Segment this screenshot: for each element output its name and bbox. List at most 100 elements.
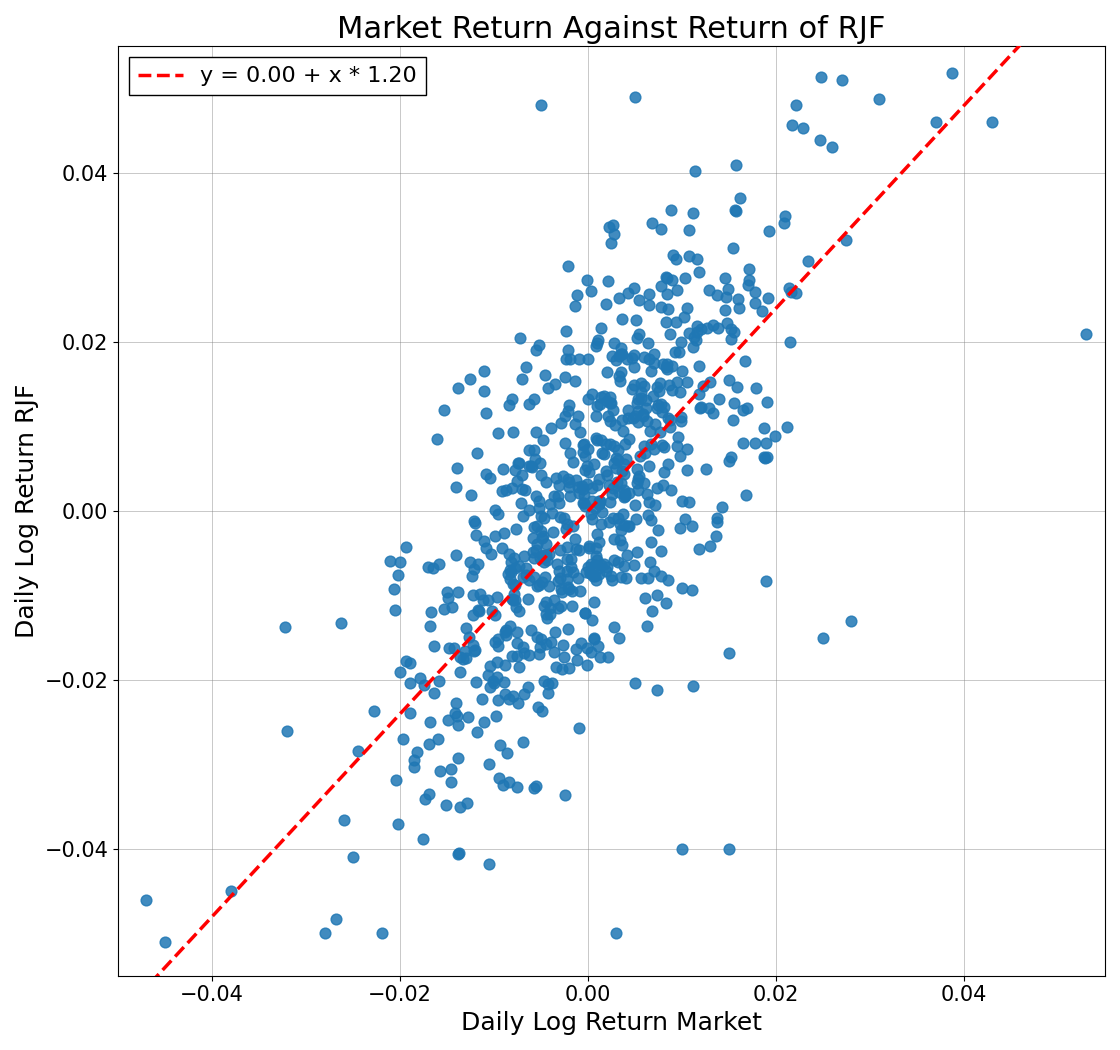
Point bbox=[500, 546, 517, 563]
Point bbox=[690, 541, 708, 558]
Point bbox=[612, 531, 629, 548]
Point bbox=[550, 477, 568, 493]
Point bbox=[524, 544, 542, 561]
Point bbox=[629, 470, 647, 487]
Point bbox=[580, 463, 598, 480]
Point bbox=[615, 482, 633, 499]
Point bbox=[635, 349, 653, 365]
Point bbox=[489, 631, 507, 648]
Point bbox=[521, 458, 539, 475]
Point bbox=[563, 454, 581, 470]
Point bbox=[460, 371, 478, 387]
Point bbox=[703, 317, 721, 334]
Point bbox=[411, 669, 429, 686]
Point bbox=[675, 309, 693, 326]
Point bbox=[587, 429, 605, 446]
Point bbox=[570, 542, 588, 559]
Point bbox=[643, 603, 661, 620]
Point bbox=[636, 444, 654, 461]
Point bbox=[466, 642, 484, 658]
Point bbox=[548, 555, 566, 572]
X-axis label: Daily Log Return Market: Daily Log Return Market bbox=[461, 1011, 762, 1035]
Point bbox=[618, 410, 636, 426]
Point bbox=[601, 413, 619, 429]
Point bbox=[498, 744, 516, 761]
Point bbox=[460, 628, 478, 645]
Point bbox=[503, 480, 521, 497]
Point bbox=[591, 319, 609, 336]
Point bbox=[538, 536, 556, 552]
Point bbox=[595, 445, 613, 462]
Point bbox=[720, 645, 738, 662]
Point bbox=[559, 470, 577, 487]
Point bbox=[531, 639, 549, 656]
Point bbox=[625, 346, 643, 363]
Point bbox=[603, 485, 620, 502]
Point bbox=[605, 438, 623, 455]
Point bbox=[535, 547, 553, 564]
Point bbox=[507, 521, 525, 538]
Point bbox=[528, 578, 545, 594]
Point bbox=[373, 925, 391, 942]
Point bbox=[582, 494, 600, 510]
Point bbox=[735, 401, 753, 418]
Point bbox=[823, 139, 841, 155]
Point bbox=[590, 492, 608, 509]
Point bbox=[617, 570, 635, 587]
Point bbox=[626, 407, 644, 424]
Point bbox=[571, 583, 589, 600]
Point bbox=[637, 400, 655, 417]
Point bbox=[641, 553, 659, 570]
Point bbox=[479, 592, 497, 609]
Point bbox=[640, 351, 657, 368]
Point bbox=[678, 440, 696, 457]
Point bbox=[488, 425, 506, 442]
Point bbox=[730, 299, 748, 316]
Point bbox=[610, 484, 628, 501]
Point bbox=[613, 345, 631, 362]
Point bbox=[655, 464, 673, 481]
Point bbox=[700, 400, 718, 417]
Point bbox=[605, 551, 623, 568]
Point bbox=[469, 603, 487, 620]
Point bbox=[629, 414, 647, 430]
Point bbox=[601, 436, 619, 453]
Point bbox=[712, 498, 730, 514]
Point bbox=[560, 479, 578, 496]
Point bbox=[927, 114, 945, 131]
y = 0.00 + x * 1.20 bbox=[976, 80, 989, 92]
Point bbox=[600, 395, 618, 412]
Point bbox=[525, 452, 543, 468]
Point bbox=[440, 639, 458, 656]
Point bbox=[566, 373, 584, 390]
Point bbox=[493, 540, 511, 557]
Point bbox=[606, 334, 624, 351]
Point bbox=[586, 567, 604, 584]
Y-axis label: Daily Log Return RJF: Daily Log Return RJF bbox=[15, 384, 39, 638]
Point bbox=[625, 410, 643, 426]
Point bbox=[544, 524, 562, 541]
Point bbox=[536, 547, 554, 564]
Point bbox=[547, 658, 564, 675]
Point bbox=[579, 657, 597, 674]
Point bbox=[591, 432, 609, 448]
Point bbox=[657, 314, 675, 331]
Point bbox=[680, 248, 698, 265]
Point bbox=[503, 648, 521, 665]
Point bbox=[503, 391, 521, 407]
Point bbox=[598, 393, 616, 410]
Point bbox=[659, 456, 676, 472]
Point bbox=[508, 648, 526, 665]
Point bbox=[640, 286, 657, 302]
Point bbox=[610, 368, 628, 384]
Point bbox=[463, 486, 480, 503]
Point bbox=[579, 559, 597, 575]
Point bbox=[717, 301, 735, 318]
Point bbox=[634, 405, 652, 422]
Point bbox=[641, 458, 659, 475]
Point bbox=[671, 520, 689, 537]
Point bbox=[690, 385, 708, 402]
Point bbox=[468, 444, 486, 461]
Point bbox=[526, 542, 544, 559]
Point bbox=[580, 540, 598, 557]
